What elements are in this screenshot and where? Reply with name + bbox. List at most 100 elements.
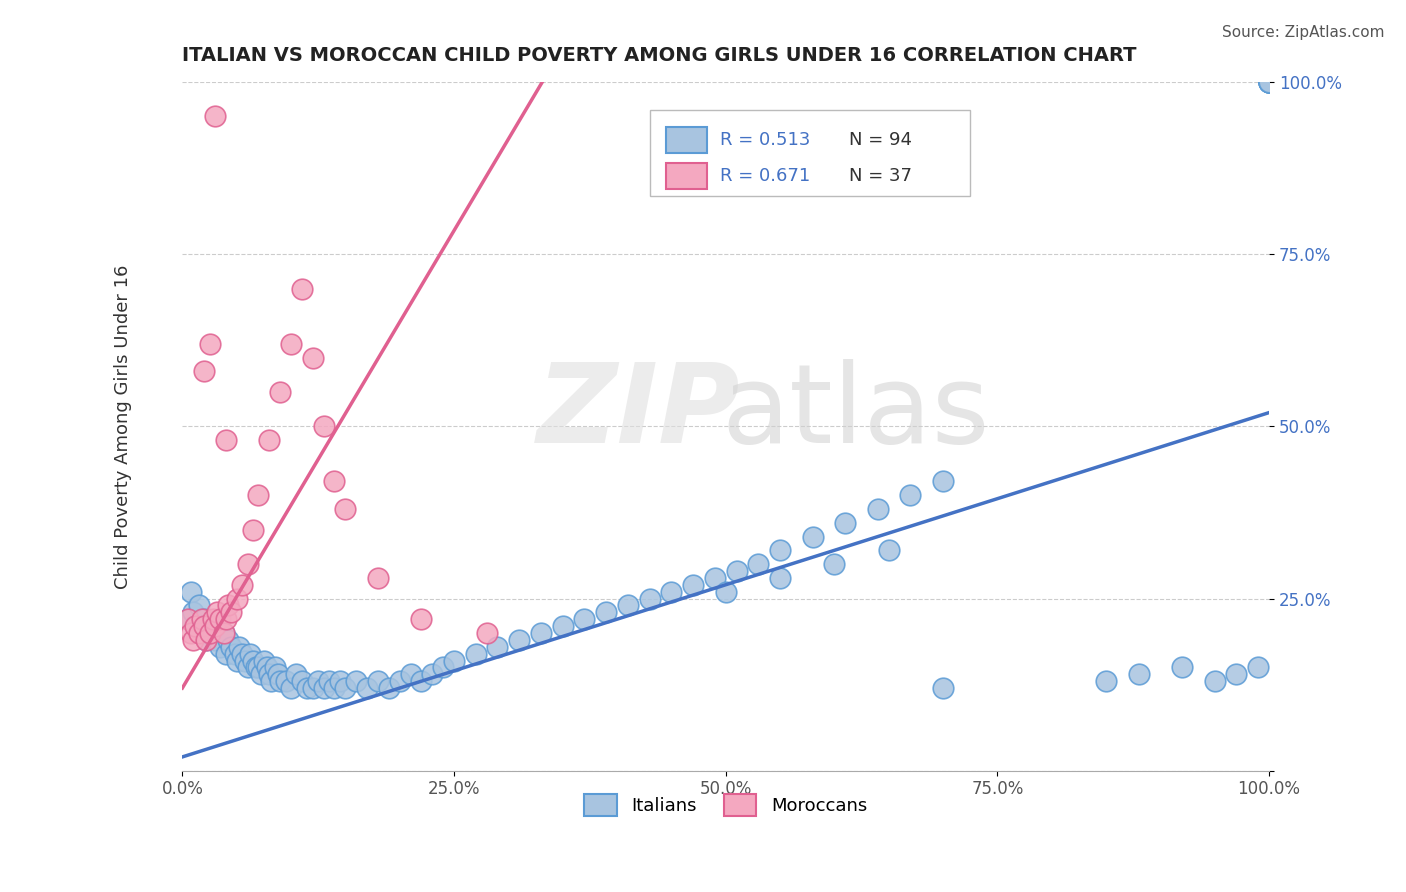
Point bbox=[204, 632, 226, 647]
Legend: Italians, Moroccans: Italians, Moroccans bbox=[576, 787, 875, 823]
Text: ZIP: ZIP bbox=[537, 359, 741, 467]
Point bbox=[249, 667, 271, 681]
Point bbox=[191, 626, 214, 640]
Point bbox=[181, 632, 204, 647]
Point bbox=[1225, 667, 1247, 681]
Point bbox=[297, 681, 319, 695]
Point bbox=[253, 653, 276, 667]
Text: Child Poverty Among Girls Under 16: Child Poverty Among Girls Under 16 bbox=[114, 264, 132, 589]
Point bbox=[205, 605, 228, 619]
Point bbox=[399, 667, 422, 681]
Point bbox=[247, 660, 270, 674]
Point bbox=[285, 667, 308, 681]
Point bbox=[367, 674, 389, 689]
Point bbox=[900, 488, 922, 502]
Point bbox=[1258, 75, 1281, 89]
Point bbox=[1128, 667, 1150, 681]
Point bbox=[245, 660, 267, 674]
Point bbox=[195, 632, 218, 647]
FancyBboxPatch shape bbox=[666, 127, 707, 153]
Point bbox=[205, 619, 228, 633]
Point bbox=[769, 571, 792, 585]
Point bbox=[432, 660, 454, 674]
Point bbox=[595, 605, 617, 619]
Point bbox=[551, 619, 574, 633]
Point bbox=[239, 647, 262, 661]
Point bbox=[212, 626, 235, 640]
Point bbox=[388, 674, 411, 689]
Point bbox=[638, 591, 661, 606]
Point bbox=[464, 647, 486, 661]
Point bbox=[769, 543, 792, 558]
Point bbox=[259, 667, 281, 681]
Point bbox=[217, 599, 239, 613]
Point bbox=[193, 619, 215, 633]
Text: R = 0.513: R = 0.513 bbox=[720, 131, 811, 149]
Point bbox=[209, 612, 232, 626]
Point bbox=[1204, 674, 1226, 689]
Point bbox=[259, 433, 281, 447]
FancyBboxPatch shape bbox=[666, 163, 707, 189]
Point bbox=[177, 612, 200, 626]
Text: N = 94: N = 94 bbox=[848, 131, 911, 149]
Point bbox=[1258, 75, 1281, 89]
Point bbox=[215, 647, 238, 661]
Point bbox=[714, 584, 737, 599]
Point bbox=[181, 605, 204, 619]
Point bbox=[225, 591, 247, 606]
Point bbox=[177, 612, 200, 626]
Point bbox=[193, 612, 215, 626]
Point bbox=[274, 674, 297, 689]
Point bbox=[367, 571, 389, 585]
Point bbox=[267, 667, 290, 681]
Text: atlas: atlas bbox=[721, 359, 990, 467]
Point bbox=[801, 530, 824, 544]
Point bbox=[508, 632, 530, 647]
Point bbox=[312, 419, 335, 434]
Point bbox=[236, 557, 259, 571]
Point bbox=[201, 626, 224, 640]
Point bbox=[475, 626, 498, 640]
Point bbox=[224, 647, 246, 661]
Point bbox=[269, 384, 291, 399]
Point bbox=[301, 681, 323, 695]
Point bbox=[269, 674, 291, 689]
Point bbox=[242, 523, 264, 537]
Point bbox=[231, 647, 253, 661]
Point bbox=[219, 640, 242, 654]
Point bbox=[235, 653, 257, 667]
Point bbox=[703, 571, 725, 585]
Point bbox=[420, 667, 443, 681]
Text: ITALIAN VS MOROCCAN CHILD POVERTY AMONG GIRLS UNDER 16 CORRELATION CHART: ITALIAN VS MOROCCAN CHILD POVERTY AMONG … bbox=[183, 46, 1137, 65]
Point bbox=[184, 619, 207, 633]
Point bbox=[219, 605, 242, 619]
Point bbox=[335, 681, 357, 695]
Point bbox=[180, 584, 202, 599]
Point bbox=[280, 681, 302, 695]
Point bbox=[661, 584, 683, 599]
Point bbox=[231, 578, 253, 592]
Point bbox=[201, 612, 224, 626]
Point bbox=[617, 599, 640, 613]
Point bbox=[1258, 75, 1281, 89]
Point bbox=[195, 632, 218, 647]
Text: N = 37: N = 37 bbox=[848, 168, 911, 186]
Point bbox=[411, 674, 433, 689]
Point bbox=[1258, 75, 1281, 89]
Point bbox=[187, 599, 209, 613]
Point bbox=[263, 660, 285, 674]
Point bbox=[209, 640, 232, 654]
Point bbox=[486, 640, 509, 654]
Point bbox=[198, 336, 221, 351]
Point bbox=[877, 543, 900, 558]
Point bbox=[1247, 660, 1270, 674]
FancyBboxPatch shape bbox=[650, 110, 970, 195]
Point bbox=[378, 681, 401, 695]
Point bbox=[866, 502, 889, 516]
Point bbox=[301, 351, 323, 365]
Point bbox=[307, 674, 329, 689]
Point bbox=[323, 475, 346, 489]
Point bbox=[204, 619, 226, 633]
Point bbox=[225, 653, 247, 667]
Point bbox=[1095, 674, 1118, 689]
